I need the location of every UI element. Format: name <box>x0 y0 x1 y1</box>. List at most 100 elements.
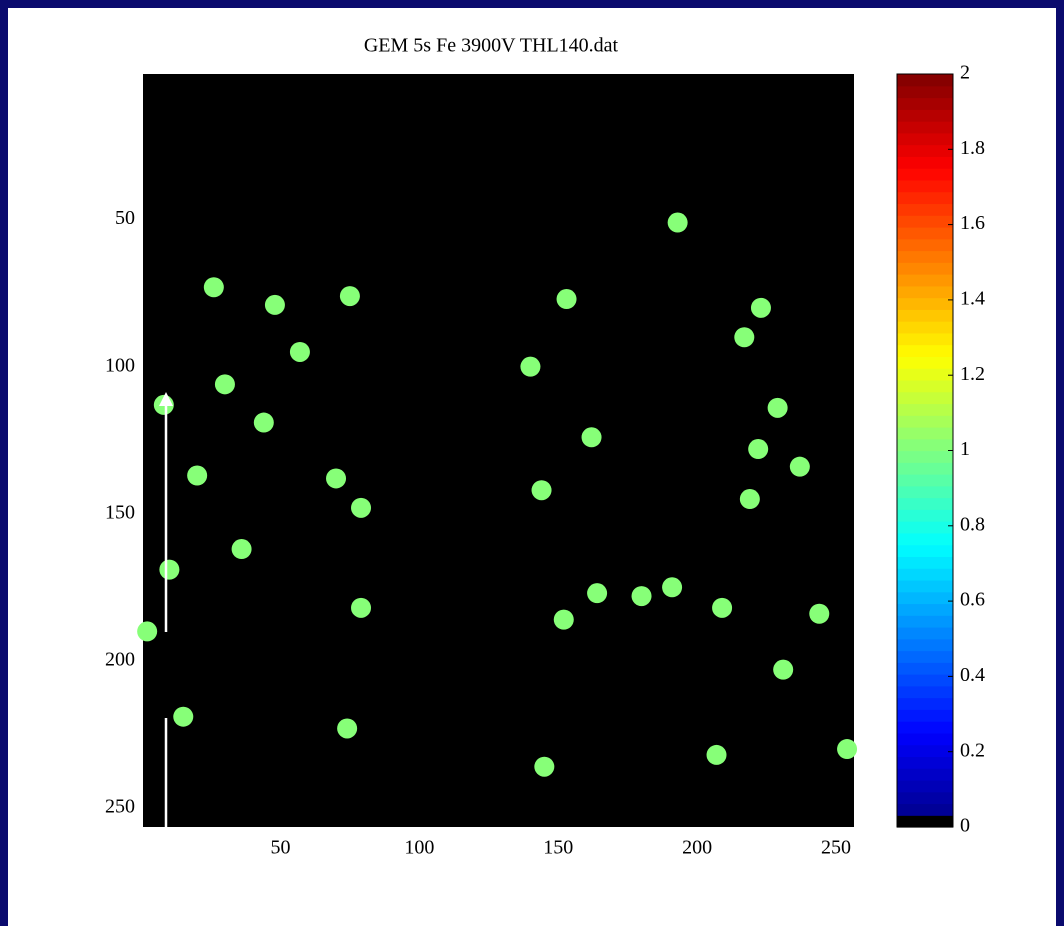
colorbar-cell <box>897 674 953 687</box>
colorbar-cell <box>897 109 953 122</box>
hit-cluster <box>587 583 608 604</box>
colorbar-cell <box>897 262 953 275</box>
colorbar-cell <box>897 391 953 405</box>
x-tick-label: 250 <box>821 837 851 859</box>
colorbar-cell <box>897 415 953 428</box>
colorbar-cell <box>897 650 953 663</box>
x-tick-label: 150 <box>543 837 573 859</box>
colorbar-cell <box>897 426 953 440</box>
colorbar-cell <box>897 297 953 310</box>
colorbar-cell <box>897 591 953 605</box>
chart-title: GEM 5s Fe 3900V THL140.dat <box>364 35 619 57</box>
colorbar-cell <box>897 791 953 805</box>
y-tick-label: 150 <box>105 501 135 523</box>
colorbar-cell <box>897 697 953 710</box>
colorbar-cell <box>897 721 953 734</box>
colorbar-cell <box>897 356 953 369</box>
colorbar-cell <box>897 215 953 228</box>
hit-cluster <box>706 744 727 765</box>
colorbar-cell <box>897 815 953 828</box>
hit-cluster <box>773 659 794 680</box>
colorbar-cell <box>897 603 953 616</box>
x-tick-label: 50 <box>270 837 290 859</box>
colorbar-cell <box>897 379 953 393</box>
hit-cluster <box>231 539 252 560</box>
colorbar-cell <box>897 74 953 87</box>
colorbar-cell <box>897 626 953 640</box>
colorbar-cell <box>897 474 953 487</box>
y-tick-label: 100 <box>105 354 135 376</box>
x-tick-label: 200 <box>682 837 712 859</box>
colorbar-cell <box>897 438 953 452</box>
hit-cluster <box>339 286 360 307</box>
colorbar-cell <box>897 85 953 99</box>
hit-cluster <box>337 718 358 739</box>
hit-cluster <box>667 212 688 233</box>
colorbar-cell <box>897 662 953 675</box>
colorbar-cell <box>897 497 953 510</box>
colorbar-cell <box>897 226 953 240</box>
hit-cluster <box>264 294 285 315</box>
hit-cluster <box>739 489 760 510</box>
colorbar-cell <box>897 274 953 287</box>
colorbar-cell <box>897 509 953 522</box>
colorbar-cell <box>897 803 953 816</box>
hit-cluster <box>809 603 830 624</box>
hit-cluster <box>789 456 810 477</box>
colorbar-cell <box>897 144 953 157</box>
y-tick-label: 250 <box>105 795 135 817</box>
colorbar-cell <box>897 238 953 252</box>
hit-cluster <box>662 577 683 598</box>
colorbar-cell <box>897 768 953 781</box>
hit-cluster <box>631 586 652 607</box>
hit-cluster <box>203 277 224 298</box>
hit-cluster <box>173 706 194 727</box>
hit-cluster <box>214 374 235 395</box>
hit-cluster <box>531 480 552 501</box>
colorbar-cell <box>897 309 953 322</box>
hit-cluster <box>520 356 541 377</box>
colorbar-cell <box>897 168 953 181</box>
colorbar-tick-label: 0.6 <box>960 589 985 611</box>
colorbar-tick-label: 1 <box>960 438 970 460</box>
colorbar-cell <box>897 97 953 110</box>
colorbar-cell <box>897 250 953 263</box>
colorbar-tick-label: 0 <box>960 815 970 837</box>
colorbar-cell <box>897 532 953 546</box>
colorbar-tick-label: 1.6 <box>960 212 985 234</box>
hit-cluster <box>137 621 158 642</box>
colorbar-cell <box>897 685 953 699</box>
colorbar-cell <box>897 568 953 581</box>
colorbar-cell <box>897 732 953 746</box>
colorbar-tick-label: 0.4 <box>960 664 985 686</box>
colorbar-cell <box>897 121 953 134</box>
hit-cluster <box>187 465 208 486</box>
hit-cluster <box>289 341 310 362</box>
colorbar-cell <box>897 579 953 593</box>
plot-area <box>143 74 854 827</box>
x-tick-label: 100 <box>404 837 434 859</box>
hit-cluster <box>253 412 274 433</box>
hit-cluster <box>581 427 602 448</box>
colorbar-tick-label: 1.8 <box>960 137 985 159</box>
hit-cluster <box>326 468 347 489</box>
colorbar-cell <box>897 638 953 652</box>
colorbar-tick-label: 2 <box>960 62 970 84</box>
hit-cluster <box>837 739 858 760</box>
colorbar-cell <box>897 779 953 793</box>
colorbar-cell <box>897 556 953 569</box>
colorbar-cell <box>897 321 953 334</box>
colorbar-cell <box>897 285 953 299</box>
colorbar-tick-label: 1.2 <box>960 363 985 385</box>
hit-cluster <box>748 439 769 460</box>
colorbar-tick-label: 0.2 <box>960 739 985 761</box>
colorbar-cell <box>897 368 953 381</box>
y-tick-label: 200 <box>105 648 135 670</box>
colorbar-cell <box>897 615 953 628</box>
hit-cluster <box>767 397 788 418</box>
colorbar-cell <box>897 203 953 216</box>
hit-cluster <box>553 609 574 630</box>
colorbar-cell <box>897 179 953 193</box>
